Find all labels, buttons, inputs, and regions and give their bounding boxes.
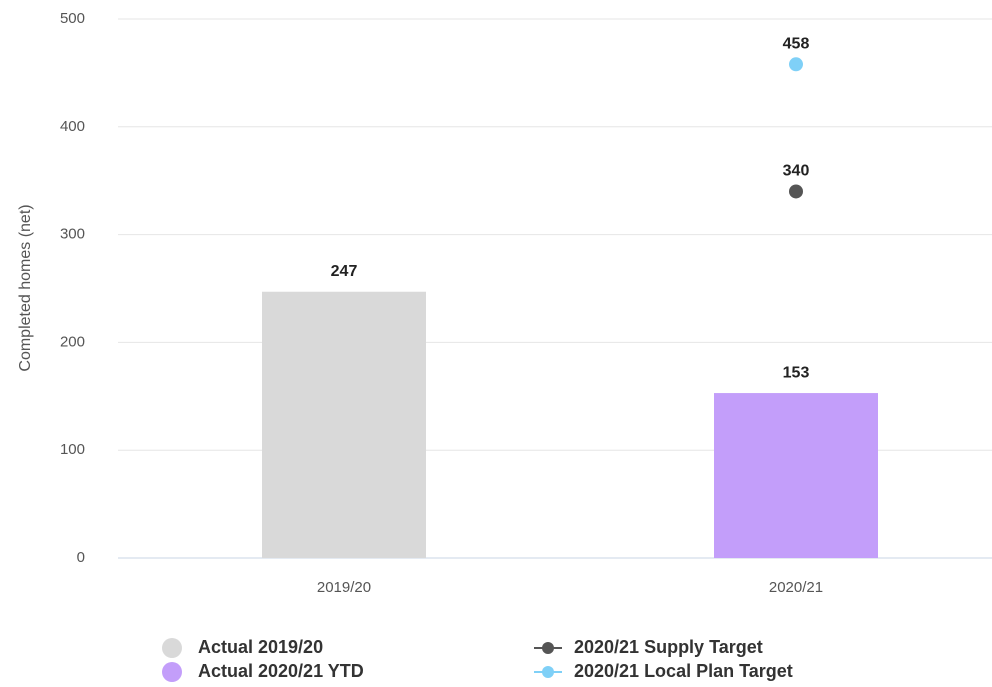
y-tick-label: 500 bbox=[60, 10, 85, 27]
y-tick-label: 300 bbox=[60, 226, 85, 243]
legend-label: Actual 2019/20 bbox=[198, 637, 323, 657]
y-tick-label: 100 bbox=[60, 441, 85, 458]
bar bbox=[714, 393, 878, 558]
point bbox=[789, 184, 803, 199]
bar bbox=[262, 291, 426, 558]
data-label: 247 bbox=[331, 263, 358, 280]
data-label: 340 bbox=[783, 163, 810, 180]
legend-swatch bbox=[162, 638, 182, 658]
legend-swatch bbox=[542, 666, 554, 678]
data-label: 458 bbox=[783, 35, 810, 52]
legend-label: Actual 2020/21 YTD bbox=[198, 661, 364, 681]
legend-label: 2020/21 Local Plan Target bbox=[574, 661, 793, 681]
y-axis-label: Completed homes (net) bbox=[17, 204, 34, 371]
y-tick-label: 200 bbox=[60, 333, 85, 350]
data-label: 153 bbox=[783, 364, 810, 381]
legend-swatch bbox=[542, 642, 554, 654]
y-tick-label: 0 bbox=[77, 549, 85, 566]
point bbox=[789, 57, 803, 72]
legend-label: 2020/21 Supply Target bbox=[574, 637, 763, 657]
y-tick-label: 400 bbox=[60, 118, 85, 135]
x-tick-label: 2020/21 bbox=[769, 579, 823, 596]
legend-swatch bbox=[162, 662, 182, 682]
x-tick-label: 2019/20 bbox=[317, 579, 371, 596]
